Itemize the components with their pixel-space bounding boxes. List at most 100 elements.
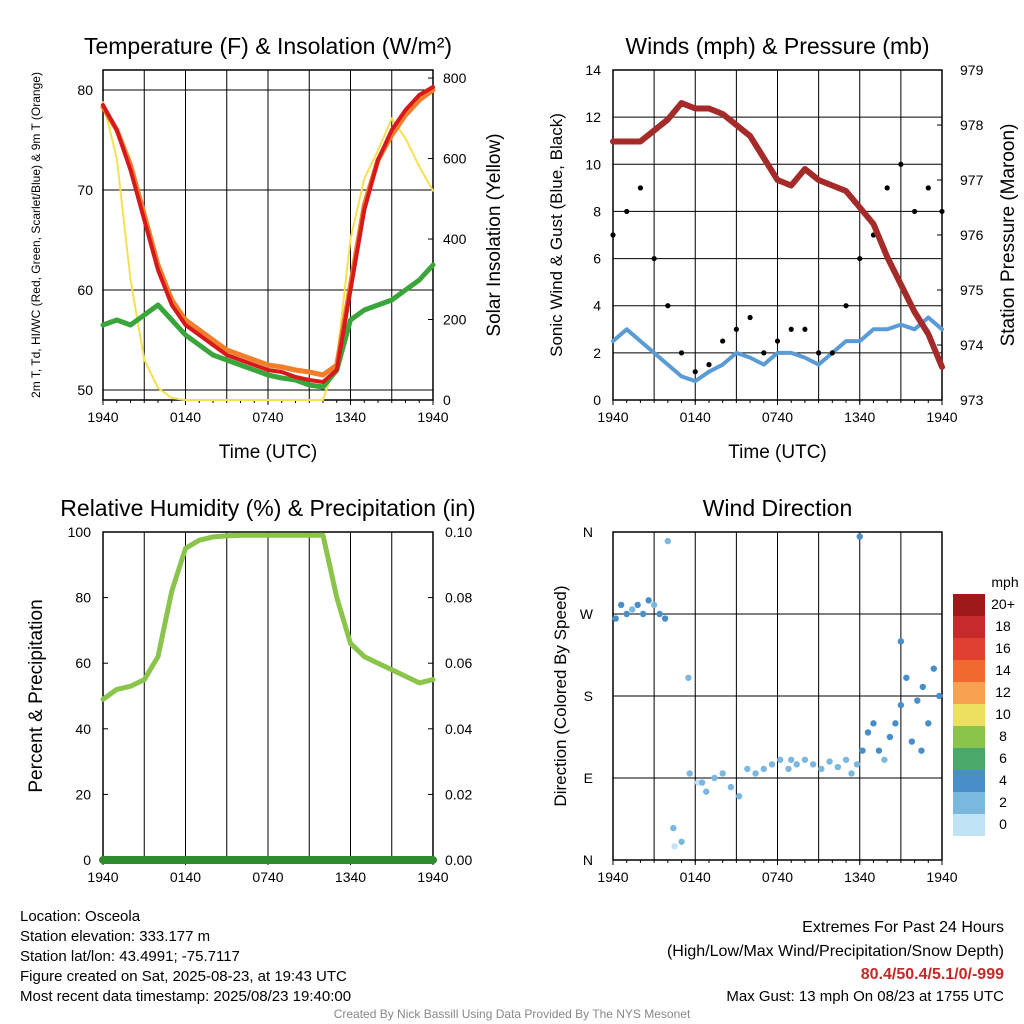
y-right-tick-label: 200 bbox=[443, 312, 467, 328]
direction-point bbox=[719, 770, 726, 777]
x-axis-label: Time (UTC) bbox=[219, 442, 318, 463]
y-right-tick-label: 0.08 bbox=[445, 590, 472, 606]
y-right-tick-label: 0.06 bbox=[445, 655, 472, 671]
x-tick-label: 1940 bbox=[926, 869, 957, 885]
direction-point bbox=[670, 824, 677, 832]
direction-point bbox=[919, 683, 927, 691]
chart-title: Wind Direction bbox=[703, 495, 853, 521]
y-axis-label: Direction (Colored By Speed) bbox=[551, 585, 570, 806]
direction-point bbox=[735, 793, 743, 800]
y-tick-label: 6 bbox=[593, 251, 601, 267]
elevation-text: Station elevation: 333.177 m bbox=[20, 928, 211, 945]
direction-point bbox=[918, 747, 925, 754]
x-tick-label: 1340 bbox=[335, 869, 366, 885]
y-tick-label: 8 bbox=[593, 203, 601, 219]
extremes-title: Extremes For Past 24 Hours bbox=[802, 919, 1004, 936]
humidity-line bbox=[100, 532, 436, 702]
x-tick-label: 1940 bbox=[597, 409, 628, 425]
y-axis-label: Percent & Precipitation bbox=[26, 599, 47, 792]
y-tick-label: 60 bbox=[77, 282, 93, 298]
legend-swatch bbox=[953, 770, 985, 792]
gust-point bbox=[637, 185, 644, 191]
max-gust-text: Max Gust: 13 mph On 08/23 at 1755 UTC bbox=[726, 988, 1004, 1005]
legend-swatch bbox=[953, 726, 985, 748]
gust-point bbox=[788, 326, 794, 332]
y-right-tick-label: 977 bbox=[960, 172, 984, 188]
gust-point bbox=[774, 338, 781, 344]
gust-point bbox=[610, 232, 616, 238]
y-right-tick-label: 400 bbox=[443, 231, 467, 247]
x-tick-label: 1340 bbox=[335, 409, 366, 425]
y-tick-label: S bbox=[584, 688, 593, 704]
y-tick-label: 20 bbox=[75, 786, 91, 802]
direction-point bbox=[870, 720, 877, 727]
chart-title: Winds (mph) & Pressure (mb) bbox=[625, 33, 929, 59]
x-tick-label: 0740 bbox=[762, 869, 793, 885]
direction-point bbox=[686, 770, 693, 777]
y-right-axis-label: Solar Insolation (Yellow) bbox=[484, 133, 505, 336]
direction-point bbox=[661, 615, 669, 622]
extremes-fields: (High/Low/Max Wind/Precipitation/Snow De… bbox=[666, 943, 1004, 960]
direction-point bbox=[853, 761, 861, 768]
direction-point bbox=[801, 756, 809, 763]
x-tick-label: 1940 bbox=[87, 409, 118, 425]
x-axis-label: Time (UTC) bbox=[728, 442, 827, 463]
legend-label: 4 bbox=[999, 772, 1007, 788]
gust-point bbox=[624, 208, 630, 215]
direction-point bbox=[768, 761, 776, 768]
legend-swatch bbox=[953, 638, 985, 660]
direction-point bbox=[892, 720, 899, 727]
direction-point bbox=[671, 843, 678, 850]
y-right-tick-label: 0.00 bbox=[445, 852, 472, 868]
direction-point bbox=[826, 758, 833, 765]
x-tick-label: 1940 bbox=[87, 869, 118, 885]
legend-swatch bbox=[953, 792, 985, 814]
y-right-tick-label: 978 bbox=[960, 117, 984, 133]
created-text: Figure created on Sat, 2025-08-23, at 19… bbox=[20, 968, 347, 985]
y-right-tick-label: 0.04 bbox=[445, 721, 472, 737]
legend-swatch bbox=[953, 616, 985, 638]
direction-point bbox=[818, 765, 825, 773]
direction-point bbox=[930, 665, 937, 672]
direction-point bbox=[623, 610, 630, 618]
y-tick-label: 60 bbox=[75, 655, 91, 671]
temp-2m-line bbox=[101, 85, 435, 384]
direction-point bbox=[760, 765, 767, 773]
direction-point bbox=[628, 606, 636, 613]
gust-point bbox=[692, 369, 698, 375]
direction-point bbox=[678, 838, 685, 845]
y-tick-label: 10 bbox=[585, 156, 601, 172]
direction-point bbox=[936, 692, 943, 700]
gust-point bbox=[884, 185, 890, 191]
credit-text: Created By Nick Bassill Using Data Provi… bbox=[333, 1007, 691, 1021]
legend-swatch bbox=[953, 814, 985, 836]
wind-pressure-panel: 0 2 4 6 8 10 12 14 973 974 975 976 977 978 979 1940 0140… bbox=[547, 33, 1019, 463]
y-tick-label: 100 bbox=[68, 524, 92, 540]
direction-point bbox=[809, 761, 817, 768]
x-tick-label: 0740 bbox=[252, 409, 283, 425]
direction-point bbox=[744, 765, 751, 773]
gust-point bbox=[665, 303, 671, 309]
direction-point bbox=[639, 610, 647, 618]
y-tick-label: 4 bbox=[593, 298, 601, 314]
direction-point bbox=[834, 763, 842, 771]
legend-label: 18 bbox=[995, 618, 1011, 634]
y-axis-label: Sonic Wind & Gust (Blue, Black) bbox=[547, 113, 566, 357]
gust-point bbox=[733, 326, 739, 332]
direction-point bbox=[859, 747, 866, 754]
y-right-tick-label: 975 bbox=[960, 282, 984, 298]
y-tick-label: 0 bbox=[593, 392, 601, 408]
extremes-values: 80.4/50.4/5.1/0/-999 bbox=[860, 966, 1004, 983]
gust-point bbox=[816, 350, 822, 356]
solar-line bbox=[102, 101, 434, 401]
direction-point bbox=[903, 674, 910, 681]
legend-label: 10 bbox=[995, 706, 1011, 722]
direction-point bbox=[875, 747, 883, 754]
y-tick-label: 40 bbox=[75, 721, 91, 737]
direction-point bbox=[698, 779, 706, 786]
y-tick-label: 50 bbox=[77, 382, 93, 398]
direction-point bbox=[703, 788, 710, 795]
y-right-axis-label: Station Pressure (Maroon) bbox=[998, 124, 1019, 347]
legend-swatch bbox=[953, 682, 985, 704]
